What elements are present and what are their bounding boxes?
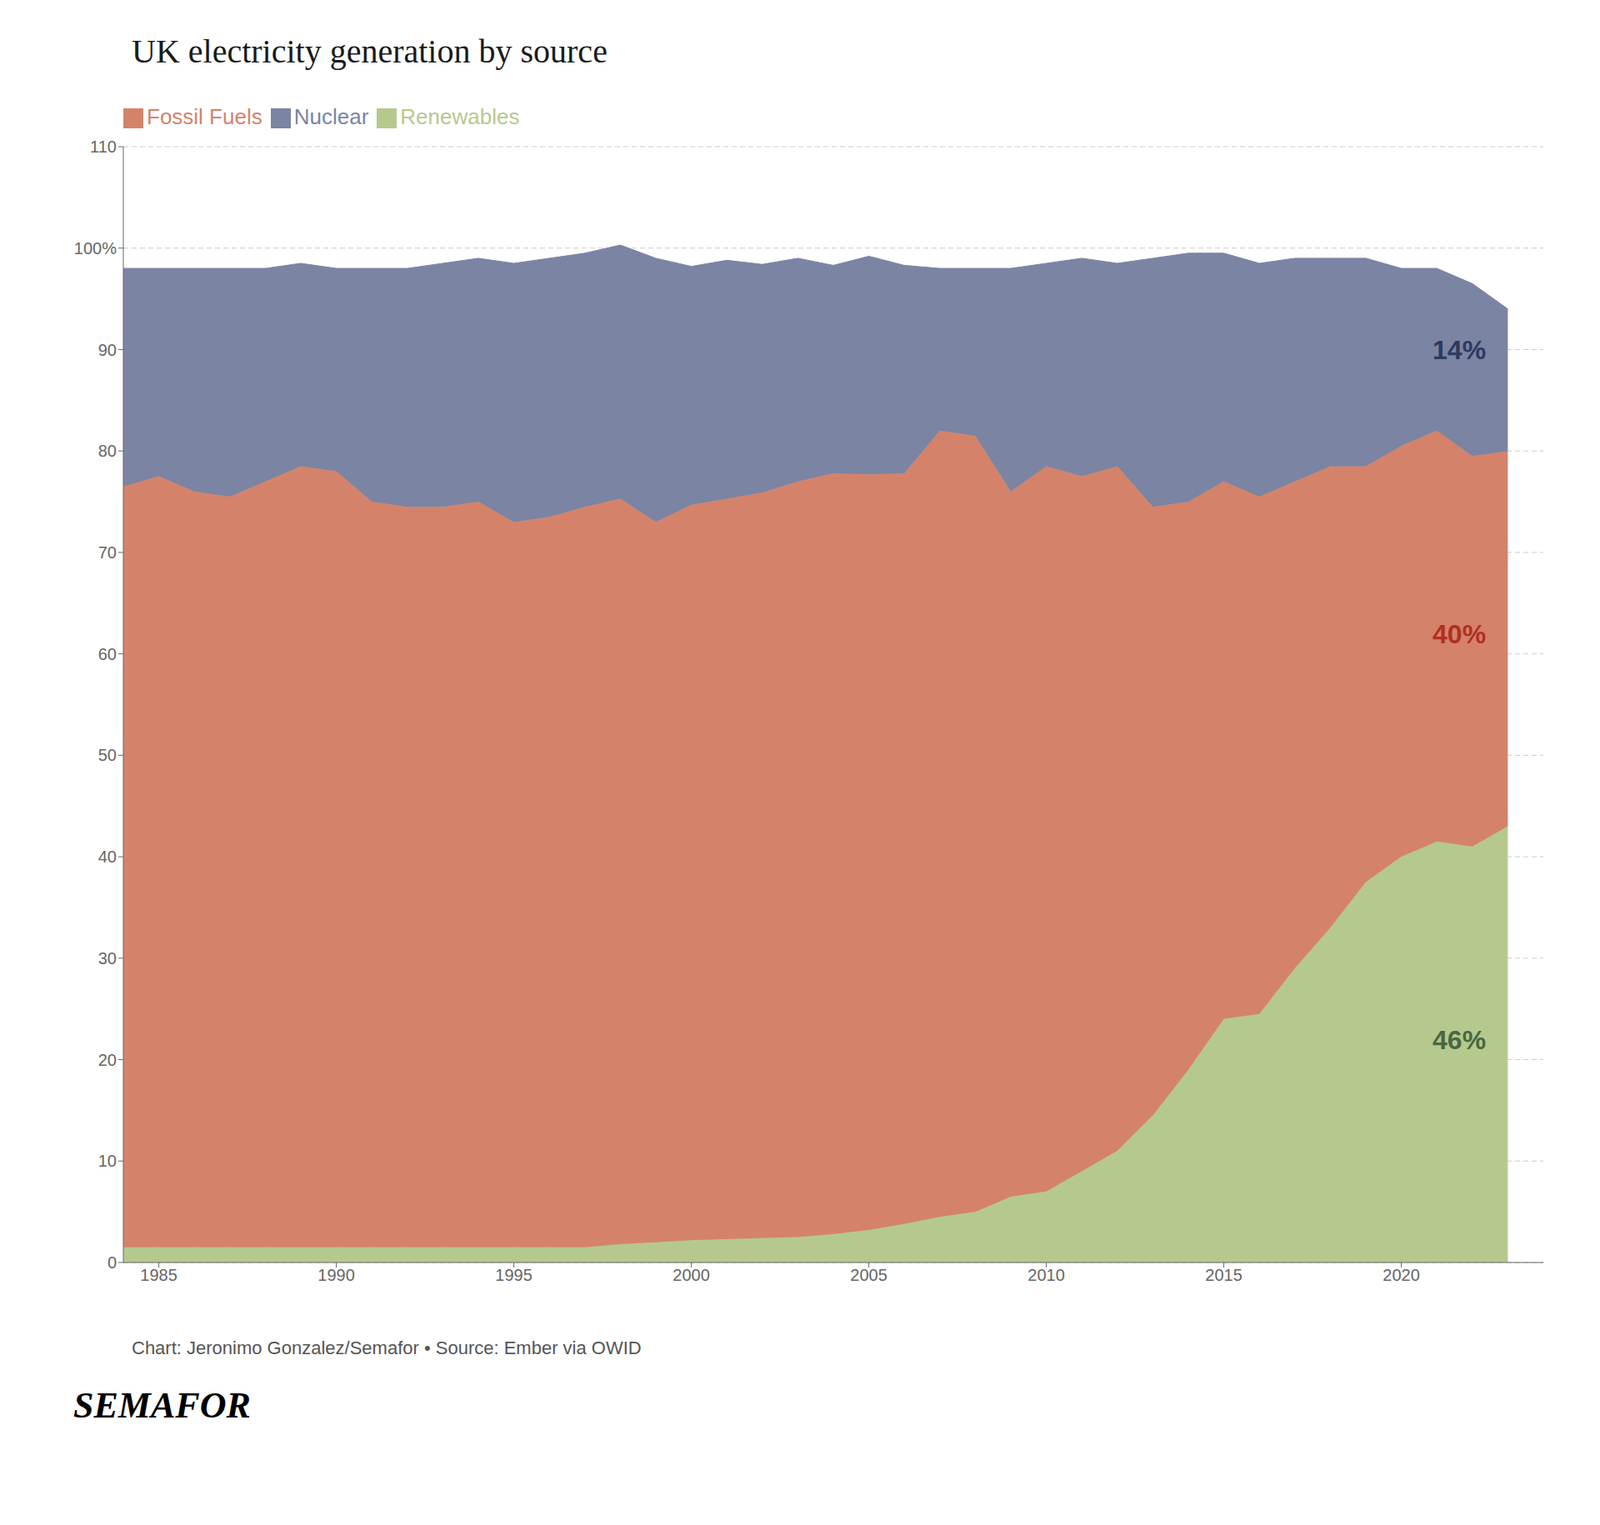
svg-text:80: 80 [98,441,117,460]
svg-text:2010: 2010 [1027,1265,1065,1285]
svg-text:10: 10 [98,1151,117,1170]
svg-text:90: 90 [98,340,117,360]
svg-text:30: 30 [98,949,117,968]
svg-text:2015: 2015 [1205,1265,1243,1285]
html-text:Fossil Fuels: Fossil Fuels [146,104,263,130]
svg-text:2000: 2000 [672,1265,710,1285]
svg-text:40: 40 [98,847,117,866]
svg-text:14%: 14% [1432,335,1486,365]
svg-text:1995: 1995 [495,1265,533,1285]
svg-text:2020: 2020 [1382,1265,1420,1285]
html-text:Nuclear: Nuclear [293,104,369,130]
svg-text:40%: 40% [1432,619,1486,650]
svg-text:100%: 100% [74,239,117,258]
html-text:UK electricity generation by s: UK electricity generation by source [131,32,608,70]
html-text:SEMAFOR: SEMAFOR [73,1385,251,1426]
svg-text:60: 60 [98,645,117,664]
svg-text:0: 0 [107,1253,117,1272]
svg-text:2005: 2005 [850,1265,888,1285]
svg-text:1985: 1985 [140,1265,178,1285]
html-text:Chart: Jeronimo Gonzalez/Semaf: Chart: Jeronimo Gonzalez/Semafor • Sourc… [131,1337,642,1359]
svg-text:46%: 46% [1432,1025,1486,1055]
svg-text:110: 110 [90,137,117,156]
svg-text:50: 50 [98,745,117,765]
svg-text:1990: 1990 [317,1265,355,1285]
svg-text:70: 70 [98,543,117,562]
html-text:Renewables: Renewables [400,104,520,130]
svg-text:20: 20 [98,1050,117,1070]
